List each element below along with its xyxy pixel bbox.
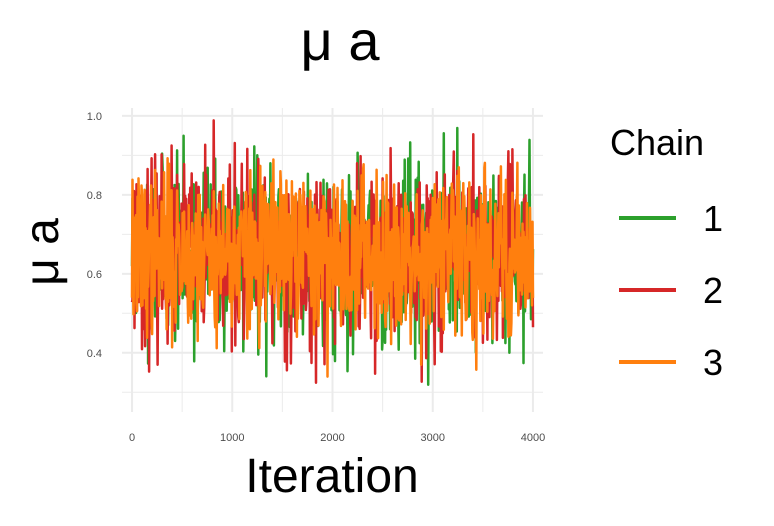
x-tick-label: 0 <box>129 432 135 444</box>
y-tick-label: 0.6 <box>87 269 102 281</box>
x-tick-label: 1000 <box>220 432 244 444</box>
y-axis-ticks: 0.4 0.6 0.8 1.0 <box>87 111 102 360</box>
legend-title: Chain <box>610 122 704 163</box>
x-tick-label: 3000 <box>420 432 444 444</box>
legend: Chain 1 2 3 <box>610 122 723 383</box>
x-axis-title: Iteration <box>245 450 418 503</box>
y-axis-title: μ a <box>16 218 69 286</box>
chart-title: μ a <box>301 9 381 72</box>
legend-label-chain-3: 3 <box>703 342 723 383</box>
x-tick-label: 4000 <box>521 432 545 444</box>
legend-label-chain-1: 1 <box>703 198 723 239</box>
series-line-chain-3 <box>130 156 535 378</box>
x-tick-label: 2000 <box>320 432 344 444</box>
series-layer <box>130 119 535 386</box>
x-axis-ticks: 0 1000 2000 3000 4000 <box>129 432 545 444</box>
y-tick-label: 0.4 <box>87 348 102 360</box>
y-tick-label: 0.8 <box>87 190 102 202</box>
legend-label-chain-2: 2 <box>703 270 723 311</box>
y-tick-label: 1.0 <box>87 111 102 123</box>
